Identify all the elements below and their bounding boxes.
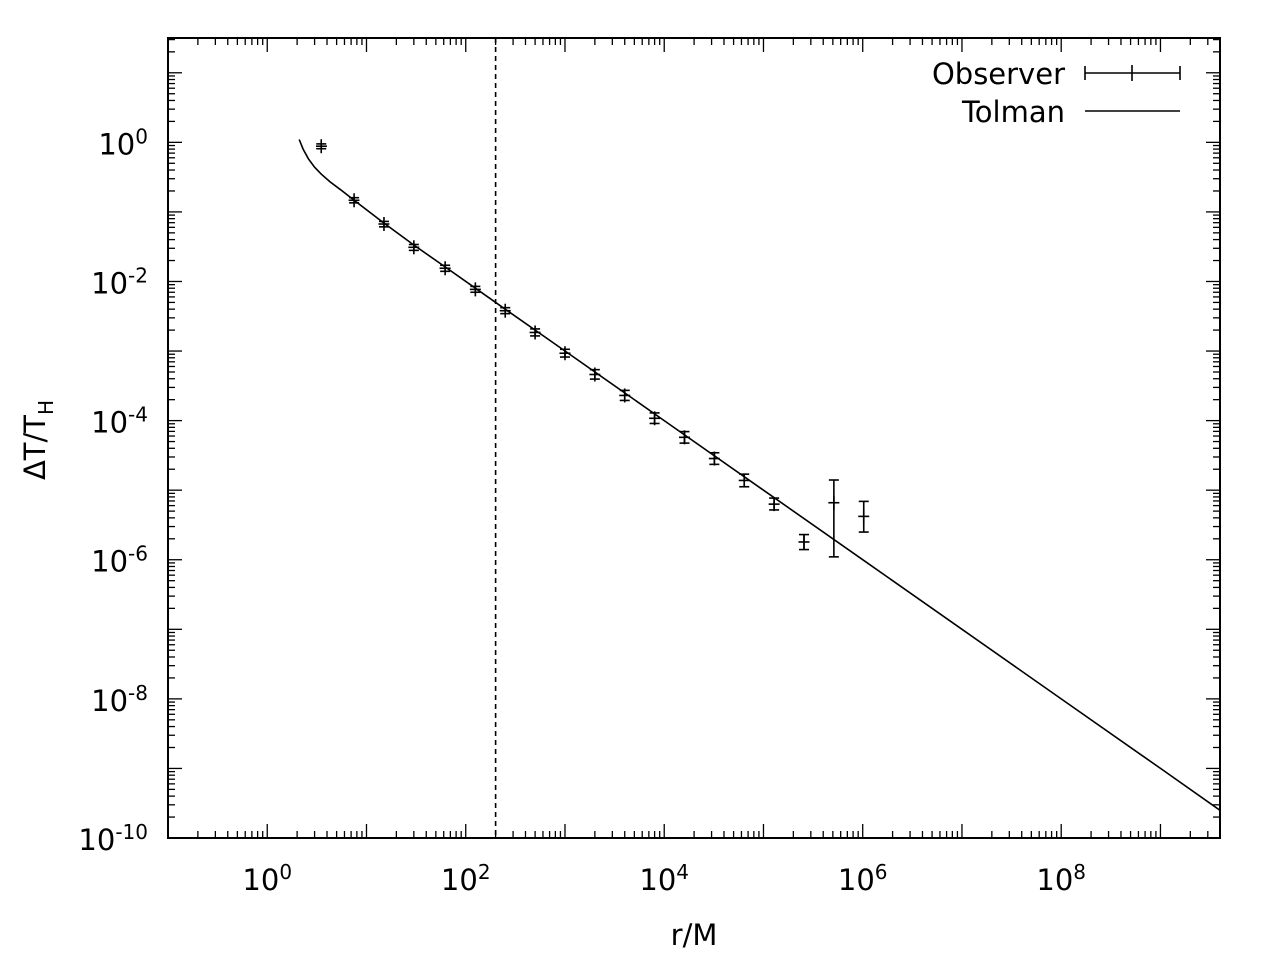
- observer-point: [828, 479, 840, 558]
- y-tick-label-exponent: 0: [135, 124, 148, 148]
- legend-symbol-observer: [1084, 65, 1181, 81]
- observer-point: [768, 497, 780, 512]
- y-tick-label-base: 10: [91, 266, 128, 300]
- x-tick-label: 102: [441, 860, 491, 897]
- x-tick-label-base: 10: [441, 863, 478, 897]
- y-tick-label-base: 10: [91, 406, 128, 440]
- x-tick-label-base: 10: [242, 863, 279, 897]
- y-tick-label-exponent: -4: [128, 403, 148, 427]
- observer-point: [619, 388, 631, 403]
- observer-point: [529, 325, 541, 340]
- y-tick-label-base: 10: [91, 684, 128, 718]
- y-tick-label: 10-2: [91, 263, 148, 300]
- observer-point: [348, 193, 360, 208]
- tick-marks: [167, 38, 1220, 839]
- x-tick-label-base: 10: [838, 863, 875, 897]
- x-tick-label-exponent: 2: [478, 860, 491, 884]
- y-tick-label-exponent: -2: [128, 263, 148, 287]
- y-axis-label-sub: H: [34, 400, 58, 415]
- observer-point: [378, 217, 390, 232]
- y-axis-label: ΔT/TH: [18, 400, 58, 480]
- x-tick-label: 108: [1036, 860, 1086, 897]
- legend-label-tolman: Tolman: [961, 95, 1065, 129]
- y-tick-label: 10-10: [78, 820, 148, 857]
- y-tick-label: 10-4: [91, 403, 148, 440]
- observer-point: [678, 430, 690, 445]
- observer-point: [559, 346, 571, 361]
- y-tick-label-exponent: -8: [128, 681, 148, 705]
- y-axis-label-main: ΔT/T: [18, 415, 52, 480]
- x-tick-label: 106: [838, 860, 888, 897]
- observer-point: [499, 303, 511, 318]
- y-tick-label-base: 10: [98, 127, 135, 161]
- y-tick-label-exponent: -10: [115, 820, 148, 844]
- y-tick-label-exponent: -6: [128, 542, 148, 566]
- observer-points: [316, 139, 870, 558]
- observer-point: [469, 282, 481, 297]
- x-tick-label: 104: [639, 860, 689, 897]
- y-tick-label: 10-6: [91, 542, 148, 579]
- observer-point: [316, 139, 327, 154]
- x-tick-label: 100: [242, 860, 292, 897]
- y-tick-label: 10-8: [91, 681, 148, 718]
- observer-point: [738, 473, 750, 488]
- x-tick-label-exponent: 8: [1073, 860, 1086, 884]
- observer-point: [439, 261, 451, 276]
- x-tick-label-exponent: 0: [279, 860, 292, 884]
- observer-point: [589, 367, 601, 382]
- x-axis-label: r/M: [671, 918, 718, 952]
- observer-point: [708, 451, 720, 466]
- observer-point: [408, 240, 420, 255]
- x-tick-label-exponent: 4: [676, 860, 689, 884]
- y-tick-label-base: 10: [78, 823, 115, 857]
- y-tick-label-base: 10: [91, 545, 128, 579]
- y-tick-label: 100: [98, 124, 148, 161]
- observer-point: [798, 533, 810, 551]
- legend-label-observer: Observer: [932, 57, 1065, 91]
- legend: Observer Tolman: [932, 57, 1181, 129]
- x-tick-label-exponent: 6: [875, 860, 888, 884]
- x-tick-label-base: 10: [1036, 863, 1073, 897]
- x-tick-label-base: 10: [639, 863, 676, 897]
- observer-point: [649, 411, 661, 426]
- observer-point: [858, 500, 870, 533]
- plot-frame: [167, 37, 1221, 839]
